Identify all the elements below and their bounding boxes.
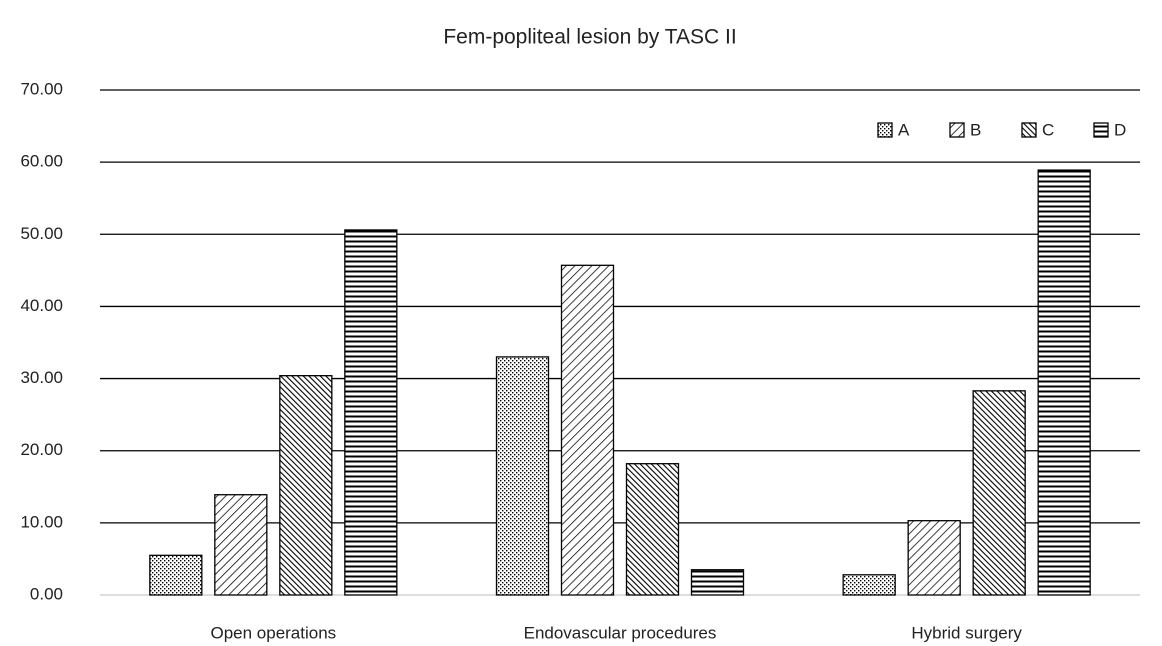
y-tick-label: 70.00 [20,79,63,98]
legend-swatch [877,122,893,138]
legend-swatch [1093,122,1109,138]
y-tick-label: 50.00 [20,224,63,243]
y-tick-label: 40.00 [20,296,63,315]
y-tick-label: 30.00 [20,368,63,387]
legend-label: A [898,120,910,139]
chart-title: Fem-popliteal lesion by TASC II [443,26,736,49]
y-tick-label: 60.00 [20,152,63,171]
bar [907,520,961,596]
legend-label: C [1042,120,1054,139]
legend-swatch [949,122,965,138]
bar [690,569,745,596]
bar [842,574,896,596]
bar [972,390,1026,596]
y-tick-label: 20.00 [20,440,63,459]
legend-label: B [970,120,981,139]
bar [214,494,268,596]
bar [495,356,550,596]
legend-label: D [1114,120,1126,139]
y-tick-label: 0.00 [30,584,63,603]
legend-swatch [1021,122,1037,138]
bar [625,463,680,596]
bar [279,375,333,596]
bar [560,264,615,596]
bar [149,554,203,596]
x-tick-label: Open operations [210,623,336,642]
y-tick-label: 10.00 [20,512,63,531]
bar [344,229,398,596]
x-tick-label: Hybrid surgery [911,623,1022,642]
bar [1037,169,1091,596]
x-tick-label: Endovascular procedures [524,623,717,642]
